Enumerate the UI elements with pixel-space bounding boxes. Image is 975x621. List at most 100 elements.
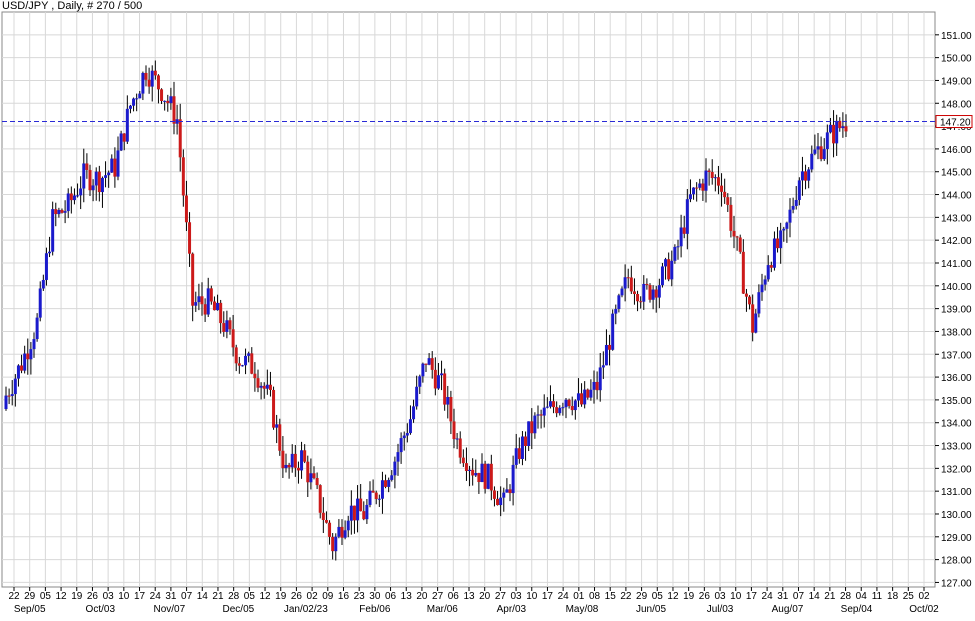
- candle-body: [399, 438, 403, 453]
- candle-body: [206, 288, 210, 315]
- y-tick-label: 143.00: [941, 213, 972, 224]
- y-tick-label: 127.00: [941, 578, 972, 589]
- candle-body: [284, 464, 288, 469]
- candle-body: [754, 313, 758, 333]
- candle-body: [673, 246, 677, 261]
- x-tick-label: 08: [589, 591, 601, 602]
- candle-body: [362, 511, 366, 520]
- candle-body: [505, 489, 509, 493]
- current-price-box: [935, 115, 973, 129]
- candle-body: [763, 279, 767, 285]
- candle-body: [788, 209, 792, 223]
- x-month-label: Nov/07: [153, 604, 185, 615]
- candle-body: [496, 498, 500, 506]
- x-tick-label: 11: [872, 591, 883, 602]
- candle-body: [779, 230, 783, 249]
- candle-body: [156, 75, 160, 90]
- x-tick-label: 07: [181, 591, 193, 602]
- candle-body: [576, 393, 580, 401]
- candle-body: [489, 463, 493, 491]
- candle-body: [729, 204, 733, 231]
- candle-body: [346, 520, 350, 531]
- x-tick-label: 20: [479, 591, 491, 602]
- candle-body: [259, 385, 263, 388]
- x-tick-label: 18: [887, 591, 899, 602]
- candle-body: [393, 461, 397, 476]
- candle-body: [751, 304, 755, 333]
- x-tick-label: 10: [118, 591, 130, 602]
- x-tick-label: 24: [762, 591, 774, 602]
- candle-body: [636, 294, 640, 302]
- candle-body: [175, 119, 179, 124]
- x-tick-label: 24: [150, 591, 162, 602]
- candle-body: [424, 363, 428, 365]
- candle-body: [240, 365, 244, 367]
- candle-body: [807, 169, 811, 181]
- candle-body: [555, 407, 559, 414]
- candle-body: [63, 211, 67, 213]
- candle-body: [819, 146, 823, 160]
- candle-body: [365, 504, 369, 520]
- candle-body: [748, 296, 752, 305]
- candle-body: [91, 185, 95, 191]
- x-tick-label: 19: [71, 591, 83, 602]
- candle-body: [561, 407, 565, 409]
- candle-body: [828, 124, 832, 133]
- x-tick-label: 28: [840, 591, 852, 602]
- candle-body: [701, 183, 705, 191]
- candle-body: [772, 238, 776, 268]
- candle-body: [804, 171, 808, 181]
- x-tick-label: 01: [573, 591, 585, 602]
- candle-body: [626, 277, 630, 279]
- candle-body: [595, 381, 599, 391]
- candle-body: [838, 120, 842, 129]
- x-tick-label: 15: [605, 591, 617, 602]
- candle-body: [692, 187, 696, 195]
- candle-body: [340, 526, 344, 538]
- candle-body: [645, 283, 649, 285]
- candle-body: [374, 492, 378, 500]
- candle-body: [237, 363, 241, 366]
- candle-body: [222, 323, 226, 332]
- candle-body: [303, 450, 307, 462]
- y-tick-label: 140.00: [941, 282, 972, 293]
- candle-body: [296, 467, 300, 471]
- x-tick-label: 31: [777, 591, 789, 602]
- candle-body: [716, 177, 720, 186]
- candle-body: [542, 407, 546, 416]
- candle-body: [122, 133, 126, 142]
- candle-body: [359, 498, 363, 512]
- candle-body: [247, 353, 251, 356]
- candle-body: [443, 373, 447, 405]
- candle-body: [110, 158, 114, 173]
- x-tick-label: 12: [56, 591, 68, 602]
- candle-body: [583, 389, 587, 405]
- candle-body: [306, 461, 310, 483]
- candle-body: [275, 424, 279, 428]
- candle-body: [822, 149, 826, 160]
- y-tick-label: 135.00: [941, 396, 972, 407]
- candle-body: [474, 473, 478, 476]
- candle-body: [7, 395, 11, 397]
- x-month-label: Oct/03: [86, 604, 116, 615]
- candle-body: [194, 302, 198, 306]
- candle-body: [508, 489, 512, 494]
- candle-body: [250, 353, 254, 374]
- candle-body: [390, 475, 394, 480]
- x-month-label: Sep/04: [841, 604, 873, 615]
- candle-body: [514, 448, 518, 465]
- candle-body: [225, 320, 229, 332]
- x-tick-label: 03: [103, 591, 115, 602]
- candle-body: [116, 150, 120, 177]
- candle-body: [184, 195, 188, 223]
- candle-body: [723, 191, 727, 198]
- chart-title: USD/JPY , Daily, # 270 / 500: [2, 0, 143, 12]
- candle-body: [766, 265, 770, 280]
- candle-body: [726, 197, 730, 205]
- candle-body: [412, 406, 416, 420]
- candle-body: [782, 228, 786, 231]
- candle-body: [219, 302, 223, 324]
- x-tick-label: 27: [495, 591, 507, 602]
- candle-body: [244, 355, 248, 366]
- x-tick-label: 30: [369, 591, 381, 602]
